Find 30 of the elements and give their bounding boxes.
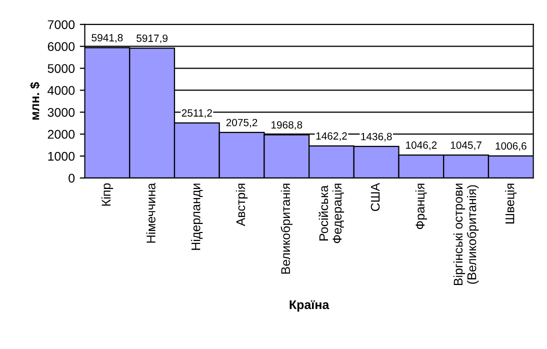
data-label: 2511,2 [182, 109, 212, 118]
x-tick-label: Нідерланди [191, 184, 203, 250]
x-tick-label: Франція [415, 184, 428, 230]
y-tick-label: 5000 [48, 64, 75, 73]
data-label: 1462,2 [316, 132, 347, 141]
x-axis-title: Країна [290, 300, 330, 312]
x-tick-label: Німеччина [146, 182, 156, 243]
y-axis-title: млн. $ [30, 82, 40, 120]
x-tick-label: Кіпр [101, 183, 114, 206]
data-label: 1045,7 [450, 141, 482, 150]
x-tick-label: США [370, 182, 380, 212]
data-label: 1968,8 [271, 121, 302, 130]
data-label: 1436,8 [361, 132, 392, 142]
y-tick-label: 2000 [48, 130, 75, 139]
x-tick-label: Російська Федерація [318, 184, 344, 244]
x-tick-label: Віргінські острови (Великобританія) [453, 184, 479, 286]
data-label: 2075,2 [226, 118, 258, 128]
data-label: 5917,9 [136, 34, 168, 44]
x-tick-label: Австрія [236, 184, 248, 226]
data-label: 1006,6 [496, 142, 526, 151]
y-tick-label: 1000 [48, 152, 75, 161]
x-tick-label: Великобританія [280, 184, 293, 274]
y-tick-label: 3000 [48, 108, 75, 117]
data-label: 5941,8 [92, 34, 123, 43]
data-label: 1046,2 [406, 141, 437, 150]
y-tick-label: 0 [68, 174, 75, 183]
y-tick-label: 4000 [48, 86, 75, 95]
y-tick-label: 6000 [48, 42, 75, 52]
y-tick-label: 7000 [48, 20, 75, 30]
x-tick-label: Швеція [505, 184, 517, 224]
